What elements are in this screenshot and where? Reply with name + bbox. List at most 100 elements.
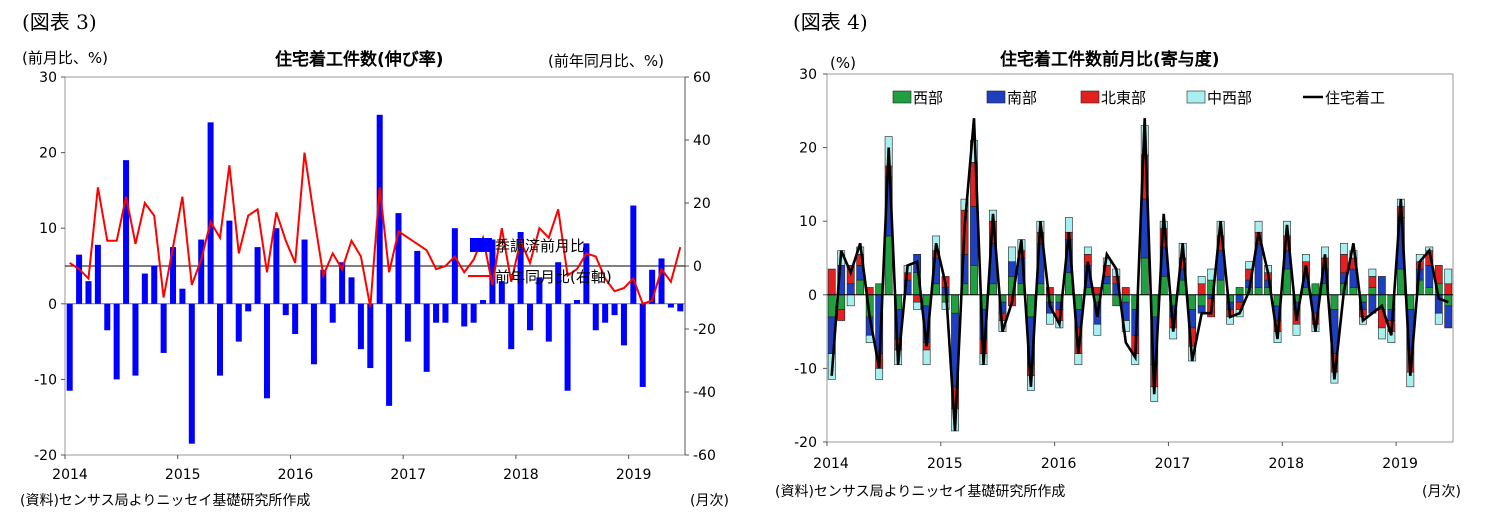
bar-segment — [1425, 287, 1434, 296]
bar — [630, 205, 637, 304]
right-tick-label: -60 — [693, 448, 716, 464]
bar — [404, 303, 411, 342]
bar — [442, 303, 449, 323]
bar-segment — [856, 279, 865, 296]
bar-segment — [1368, 276, 1377, 288]
x-tick-label: 2019 — [1382, 456, 1418, 472]
right-tick-label: 20 — [693, 196, 711, 212]
bar-segment — [1377, 276, 1386, 296]
bar-segment — [827, 268, 836, 296]
bar-segment — [884, 235, 893, 296]
bar — [123, 160, 130, 304]
bar — [395, 213, 402, 304]
bar-segment — [1330, 294, 1339, 310]
bar-segment — [1254, 220, 1263, 233]
legend-swatch — [892, 90, 912, 104]
left-tick-label: 0 — [48, 297, 57, 313]
bar-segment — [1074, 353, 1083, 366]
bar — [207, 122, 214, 304]
bar — [76, 254, 83, 304]
bar-segment — [1396, 268, 1405, 296]
y-tick-label: 20 — [799, 141, 817, 157]
bar — [649, 269, 656, 304]
figure-4-panel: (図表 4) (%) 住宅着工件数前月比(寄与度) -20 -10 0 10 20 30 2… — [745, 0, 1489, 516]
legend-swatch — [986, 90, 1006, 104]
legend-bar-swatch — [470, 238, 492, 252]
x-tick-label: 2018 — [1268, 456, 1304, 472]
x-tick-label: 2017 — [1155, 456, 1191, 472]
bar — [85, 281, 92, 304]
figure-4-label: (図表 4) — [793, 10, 868, 34]
bar — [489, 239, 496, 304]
bar-segment — [1444, 283, 1453, 296]
bar — [235, 303, 242, 342]
bar — [592, 303, 599, 331]
left-tick-label: 20 — [39, 146, 57, 162]
bar-segment — [1197, 294, 1206, 307]
plot-frame — [826, 73, 1454, 443]
bar — [677, 303, 684, 312]
left-axis-unit: (前月比、%) — [22, 49, 108, 67]
legend-label: 中西部 — [1207, 89, 1252, 107]
chart-3-title: 住宅着工件数(伸び率) — [275, 50, 444, 70]
x-tick-label: 2015 — [927, 456, 963, 472]
bar — [104, 303, 111, 331]
bar — [348, 277, 355, 304]
figure-3-label: (図表 3) — [22, 10, 97, 34]
legend-label: 西部 — [913, 89, 943, 107]
x-tick-label: 2019 — [616, 467, 652, 483]
bar-segment — [1368, 268, 1377, 277]
right-axis-unit: (前年同月比、%) — [548, 52, 664, 70]
bar — [263, 303, 270, 399]
chart-4-source: (資料)センサス局よりニッセイ基礎研究所作成 — [775, 484, 1066, 500]
legend-label: 住宅着工 — [1325, 89, 1385, 107]
bar — [226, 220, 233, 304]
bar-segment — [932, 283, 940, 296]
bar-segment — [922, 349, 931, 366]
bar — [498, 281, 505, 304]
bar-segment — [1349, 287, 1358, 296]
legend-swatch — [1080, 90, 1100, 104]
bar — [66, 303, 73, 391]
bar — [282, 303, 289, 316]
chart-4-frequency: (月次) — [1422, 484, 1461, 500]
bar-segment — [1311, 283, 1320, 296]
bar-segment — [846, 283, 855, 296]
bar-segment — [1235, 294, 1244, 303]
chart-3-source: (資料)センサス局よりニッセイ基礎研究所作成 — [20, 493, 311, 509]
bar-segment — [1254, 287, 1263, 296]
bar — [386, 303, 393, 406]
bar — [583, 243, 590, 304]
bar-segment — [1340, 242, 1348, 255]
legend-label: 南部 — [1007, 89, 1037, 107]
bar — [310, 303, 317, 365]
bar — [573, 300, 580, 304]
chart-3-plot: -20 -10 0 10 20 30 -60 -40 -20 0 20 40 60 2014 2015 201… — [34, 70, 716, 483]
bar — [216, 303, 224, 376]
bar — [151, 266, 158, 304]
bar-segment — [1444, 305, 1453, 329]
bar — [339, 262, 346, 304]
bar — [160, 303, 167, 353]
bar — [526, 303, 534, 331]
bar-segment — [1083, 246, 1092, 255]
bar — [188, 303, 195, 444]
bar-segment — [1283, 268, 1291, 296]
bar — [545, 303, 552, 342]
chart-4-unit: (%) — [830, 54, 856, 72]
bar-segment — [1064, 217, 1073, 233]
bar — [245, 303, 252, 312]
bar — [620, 303, 627, 346]
bar-segment — [827, 294, 836, 318]
x-tick-label: 2017 — [390, 467, 426, 483]
bar — [611, 303, 618, 316]
right-tick-label: -40 — [693, 385, 716, 401]
bar-segment — [1008, 261, 1016, 277]
bar-segment — [951, 294, 959, 314]
bar — [480, 300, 487, 304]
bar-segment — [989, 283, 997, 296]
bar-segment — [1368, 287, 1377, 296]
bar-segment — [846, 294, 855, 307]
y-tick-label: -10 — [794, 361, 817, 377]
bar-segment — [1434, 312, 1443, 325]
